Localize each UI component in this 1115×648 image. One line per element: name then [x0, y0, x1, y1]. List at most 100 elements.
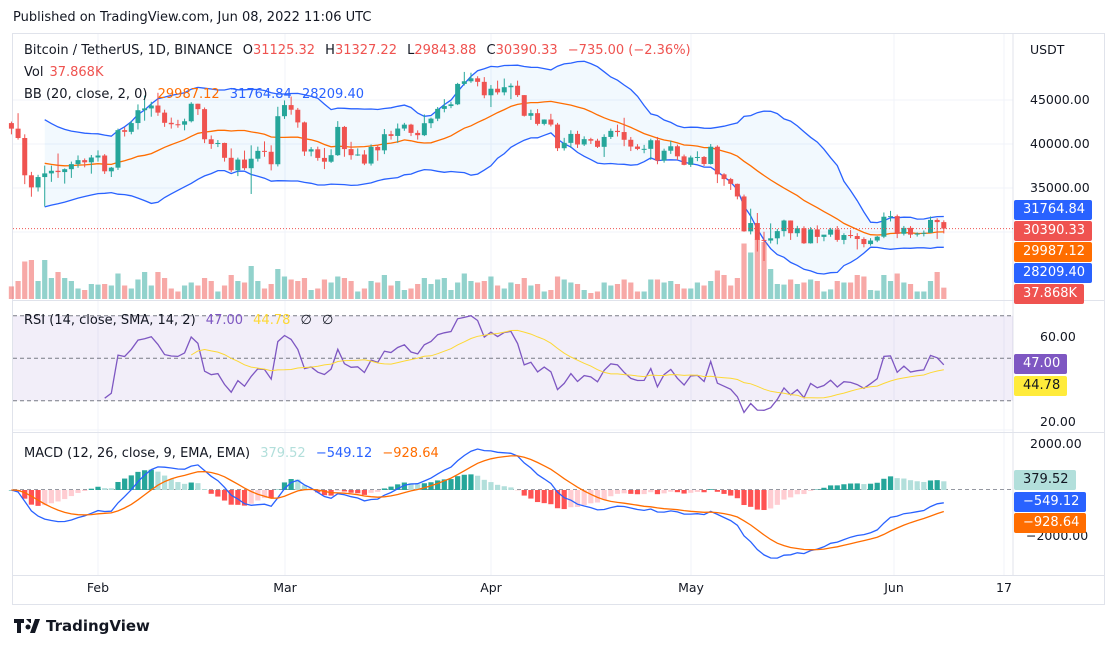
volume-bar: [8, 286, 15, 299]
macd-histogram-bar: [128, 475, 134, 490]
volume-bar: [867, 290, 874, 299]
candle-body: [555, 124, 561, 149]
volume-bar: [748, 252, 754, 299]
volume-bar: [834, 281, 840, 299]
candle-body: [301, 122, 307, 152]
volume-bar: [654, 279, 661, 299]
date-tick: Apr: [480, 580, 502, 595]
volume-bar: [295, 281, 301, 299]
rsi-legend[interactable]: RSI (14, close, SMA, 14, 2) 47.00 44.78 …: [24, 313, 339, 328]
macd-legend[interactable]: MACD (12, 26, close, 9, EMA, EMA) 379.52…: [24, 446, 445, 461]
macd-line: [11, 448, 944, 559]
volume-bar: [228, 275, 234, 299]
candle-body: [488, 88, 494, 96]
candle-body: [721, 174, 727, 180]
low-label: L: [407, 43, 415, 58]
macd-histogram-bar: [688, 490, 694, 493]
macd-histogram-bar: [887, 476, 894, 490]
volume-bar: [375, 282, 381, 299]
candle-body: [568, 133, 574, 143]
tradingview-logo[interactable]: TradingView: [14, 617, 150, 635]
volume-bar: [135, 279, 141, 299]
macd-histogram-bar: [621, 490, 627, 494]
macd-histogram-bar: [348, 490, 354, 493]
date-tick: Jun: [884, 580, 904, 595]
open-value: 31125.32: [252, 43, 316, 58]
volume-bar: [15, 281, 21, 299]
volume-bar: [348, 281, 354, 299]
volume-bar: [261, 288, 268, 299]
volume-bar: [488, 276, 494, 299]
volume-bar: [841, 282, 847, 299]
macd-histogram-bar: [441, 479, 447, 490]
candle-body: [634, 146, 640, 149]
macd-histogram-bar: [541, 490, 547, 504]
volume-bar: [661, 282, 667, 299]
macd-histogram-bar: [847, 483, 854, 490]
rsi-tick: 20.00: [1040, 414, 1076, 429]
volume-legend[interactable]: Vol 37.868K: [24, 65, 109, 80]
candle-body: [148, 105, 154, 109]
macd-histogram-bar: [568, 490, 574, 508]
candle-body: [248, 158, 254, 169]
candle-body: [321, 157, 327, 162]
volume-bar: [528, 285, 534, 299]
volume-bar: [215, 291, 221, 299]
macd-histogram-bar: [181, 483, 188, 490]
bb-band-fill: [44, 61, 944, 274]
macd-histogram-bar: [48, 490, 54, 504]
volume-bar: [847, 282, 854, 299]
candle-body: [614, 130, 620, 133]
bb-legend[interactable]: BB (20, close, 2, 0) 29987.12 31764.84 2…: [24, 87, 370, 102]
macd-histogram-bar: [861, 484, 867, 490]
macd-histogram-bar: [741, 490, 747, 506]
volume-bar: [315, 288, 321, 299]
macd-histogram-bar: [268, 490, 274, 499]
macd-histogram-bar: [395, 484, 401, 490]
macd-histogram-bar: [148, 469, 154, 490]
candle-body: [501, 87, 507, 93]
candle-body: [781, 220, 787, 232]
candle-body: [108, 167, 114, 172]
volume-bar: [941, 287, 947, 299]
candle-body: [575, 133, 581, 145]
bb-lower-line: [44, 132, 944, 275]
close-label: C: [486, 43, 496, 58]
volume-bar: [554, 276, 561, 299]
macd-histogram-bar: [22, 490, 28, 499]
candle-body: [561, 142, 567, 149]
date-tick: 17: [996, 580, 1012, 595]
candle-body: [235, 159, 241, 171]
volume-bar: [275, 269, 281, 299]
macd-histogram-bar: [748, 490, 754, 507]
candle-body: [441, 106, 447, 109]
candle-body: [861, 239, 867, 245]
candle-body: [921, 232, 927, 234]
macd-signal-value: −928.64: [382, 446, 439, 461]
macd-histogram-bar: [774, 490, 780, 505]
macd-histogram-bar: [914, 481, 920, 490]
volume-bar: [321, 279, 328, 299]
macd-histogram-bar: [401, 482, 407, 490]
open-label: O: [242, 43, 253, 58]
macd-histogram-bar: [455, 476, 461, 490]
candle-body: [275, 116, 281, 165]
chart-frame: [12, 33, 1105, 605]
candle-body: [928, 219, 933, 233]
candle-body: [461, 81, 467, 84]
volume-bar: [881, 275, 887, 299]
macd-histogram-bar: [528, 490, 534, 499]
candle-body: [874, 236, 880, 241]
macd-histogram-bar: [941, 481, 947, 490]
candle-body: [608, 130, 614, 137]
macd-histogram-bar: [381, 488, 387, 490]
macd-histogram-bar: [588, 490, 594, 504]
macd-histogram-bar: [921, 481, 927, 490]
volume-bar: [241, 282, 248, 299]
symbol-title[interactable]: Bitcoin / TetherUS, 1D, BINANCE: [24, 43, 233, 58]
volume-bar: [668, 281, 674, 299]
candle-body: [808, 229, 814, 244]
macd-histogram-bar: [841, 484, 847, 490]
macd-histogram-bar: [355, 490, 361, 494]
